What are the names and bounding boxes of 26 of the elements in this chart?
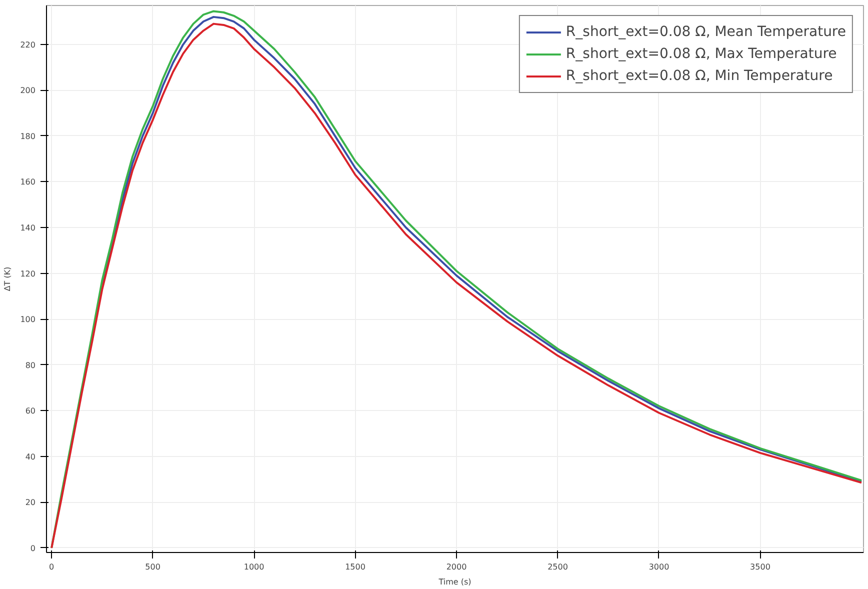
x-tick-label: 2000	[446, 562, 467, 572]
y-tick-label: 200	[20, 86, 36, 96]
y-tick-label: 40	[25, 452, 36, 462]
line-series	[101, 16, 862, 483]
y-tick-label: 140	[20, 224, 36, 233]
legend-label: R_short_ext=0.08 Ω, Min Temperature	[566, 68, 833, 84]
y-tick-label: 160	[20, 178, 36, 187]
y-tick-label: 120	[20, 269, 36, 278]
y-tick-label: 220	[20, 40, 36, 50]
y-tick-label: 100	[20, 315, 36, 324]
x-tick-label: 500	[145, 562, 160, 572]
y-tick-label: 20	[25, 498, 36, 508]
y-axis-title: ΔT (K)	[3, 266, 12, 292]
x-tick-label: 2500	[548, 562, 568, 572]
x-tick-label: 0	[49, 562, 54, 572]
y-tick-label: 60	[25, 406, 36, 416]
x-tick-label: 3000	[648, 562, 670, 572]
x-tick-label: 3500	[750, 562, 770, 572]
x-tick-label: 1500	[345, 562, 366, 572]
legend-label: R_short_ext=0.08 Ω, Mean Temperature	[566, 24, 846, 40]
y-tick-label: 80	[25, 360, 36, 370]
x-tick-label: 1000	[244, 562, 264, 572]
y-tick-label: 0	[30, 544, 36, 553]
y-tick-label: 180	[20, 132, 36, 141]
legend-label: R_short_ext=0.08 Ω, Max Temperature	[566, 46, 837, 62]
x-axis-title: Time (s)	[438, 578, 472, 586]
